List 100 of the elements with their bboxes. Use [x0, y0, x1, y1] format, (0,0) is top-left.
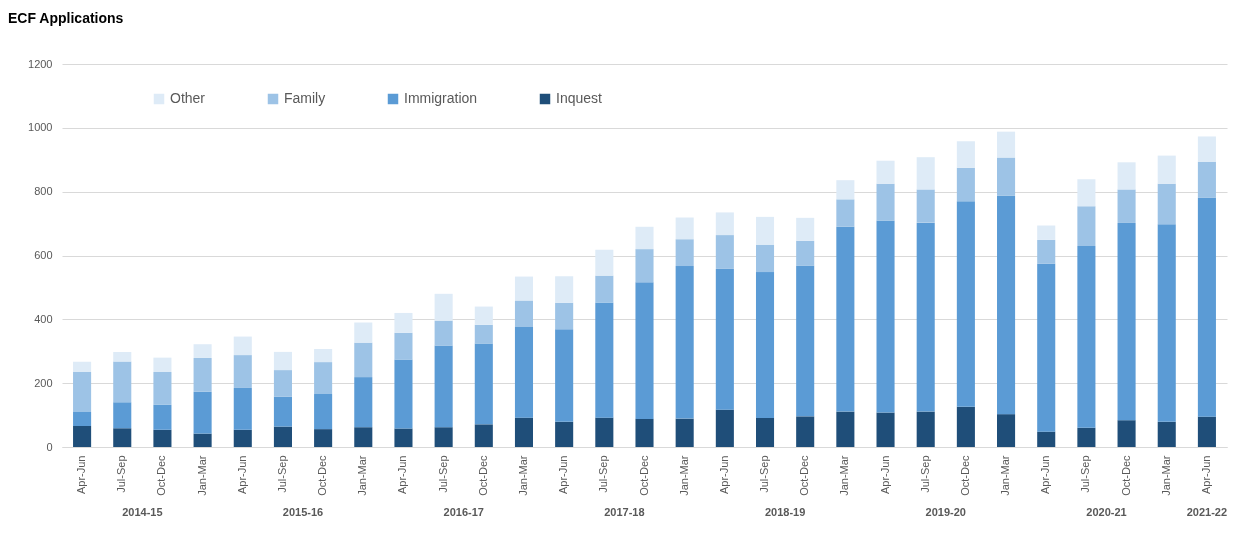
bar	[474, 343, 493, 425]
bar	[113, 351, 132, 362]
bar	[193, 391, 212, 434]
bar	[474, 324, 493, 344]
x-tick-label: Jan-Mar	[838, 455, 851, 496]
bar	[755, 417, 775, 447]
x-tick-label: Jan-Mar	[195, 455, 208, 496]
x-tick-label: Apr-Jun	[396, 455, 409, 495]
bar	[1157, 183, 1176, 225]
bar	[916, 222, 935, 412]
x-tick-label: Apr-Jun	[557, 455, 570, 495]
bar	[836, 411, 855, 447]
bar	[916, 411, 935, 447]
bar	[153, 429, 172, 447]
bar	[997, 414, 1016, 447]
bar	[715, 212, 734, 236]
bar	[514, 276, 534, 301]
x-tick-label: Apr-Jun	[75, 455, 88, 495]
text: 2015-16	[282, 506, 324, 518]
bar	[153, 357, 172, 372]
bar	[233, 336, 252, 356]
x-tick-label: Jul-Sep	[436, 455, 449, 493]
bar	[314, 429, 333, 447]
bar	[796, 416, 815, 447]
bar	[715, 268, 734, 410]
x-tick-label: Apr-Jun	[878, 455, 891, 495]
bar	[675, 266, 694, 419]
bar	[354, 427, 373, 447]
bar	[635, 249, 654, 283]
bar	[233, 387, 252, 430]
bar	[1117, 420, 1136, 447]
x-tick-label: Jul-Sep	[115, 455, 128, 493]
x-tick-label: Oct-Dec	[155, 455, 168, 496]
x-tick-label: Jan-Mar	[677, 455, 690, 496]
bar	[514, 300, 534, 327]
bar	[514, 417, 534, 447]
bar	[434, 427, 453, 447]
bar	[1197, 197, 1216, 417]
bar	[715, 235, 734, 269]
text: 2019-20	[925, 506, 966, 518]
bar	[514, 326, 534, 418]
bar	[1157, 224, 1176, 422]
bar	[273, 351, 292, 371]
text: 2020-21	[1086, 506, 1127, 518]
bar	[836, 180, 855, 200]
bar	[836, 199, 855, 227]
x-tick-label: Oct-Dec	[316, 455, 329, 496]
x-tick-label: Oct-Dec	[958, 455, 971, 496]
chart-title: ECF Applications	[8, 10, 124, 26]
bar	[394, 428, 413, 447]
text: 2014-15	[122, 506, 163, 518]
bar	[876, 220, 895, 413]
y-tick-label: 0	[46, 440, 53, 453]
bar	[314, 394, 333, 430]
bar	[1077, 179, 1096, 207]
bar	[273, 396, 292, 427]
bar	[73, 425, 92, 447]
bar	[474, 424, 493, 447]
x-tick-label: Jul-Sep	[918, 455, 931, 493]
bar	[354, 377, 373, 428]
x-tick-label: Oct-Dec	[798, 455, 811, 496]
x-tick-label: Jul-Sep	[275, 455, 288, 493]
bar	[73, 411, 92, 426]
legend-label: Family	[284, 90, 326, 106]
text: 2021-22	[1186, 506, 1228, 518]
bar	[113, 402, 132, 429]
bar	[555, 329, 574, 422]
bar	[675, 217, 694, 240]
legend-label: Inquest	[556, 90, 603, 106]
bar	[1117, 162, 1136, 190]
bar	[233, 355, 252, 388]
bar	[876, 160, 895, 184]
bar	[153, 372, 172, 405]
bar	[314, 362, 333, 395]
bar	[635, 418, 654, 447]
bar	[1197, 416, 1216, 447]
bar	[595, 417, 614, 447]
bar	[153, 404, 172, 430]
x-tick-label: Jan-Mar	[1159, 455, 1172, 496]
bar	[997, 131, 1016, 158]
x-tick-label: Jul-Sep	[1079, 455, 1092, 493]
bar	[73, 361, 92, 372]
bar	[595, 302, 614, 418]
bar	[1077, 427, 1096, 447]
x-tick-label: Jan-Mar	[999, 455, 1012, 496]
bar	[555, 276, 574, 303]
x-tick-label: Apr-Jun	[235, 455, 248, 495]
bar	[997, 157, 1016, 196]
bar	[1157, 155, 1176, 184]
bar	[796, 240, 815, 266]
bar	[354, 322, 373, 343]
bar	[193, 344, 212, 358]
bar	[354, 342, 373, 378]
bar	[434, 345, 453, 428]
bar	[1037, 239, 1056, 264]
x-tick-label: Jul-Sep	[597, 455, 610, 493]
bar	[715, 409, 734, 447]
legend-label: Immigration	[404, 90, 478, 106]
bar	[394, 332, 413, 360]
bar	[595, 249, 614, 276]
